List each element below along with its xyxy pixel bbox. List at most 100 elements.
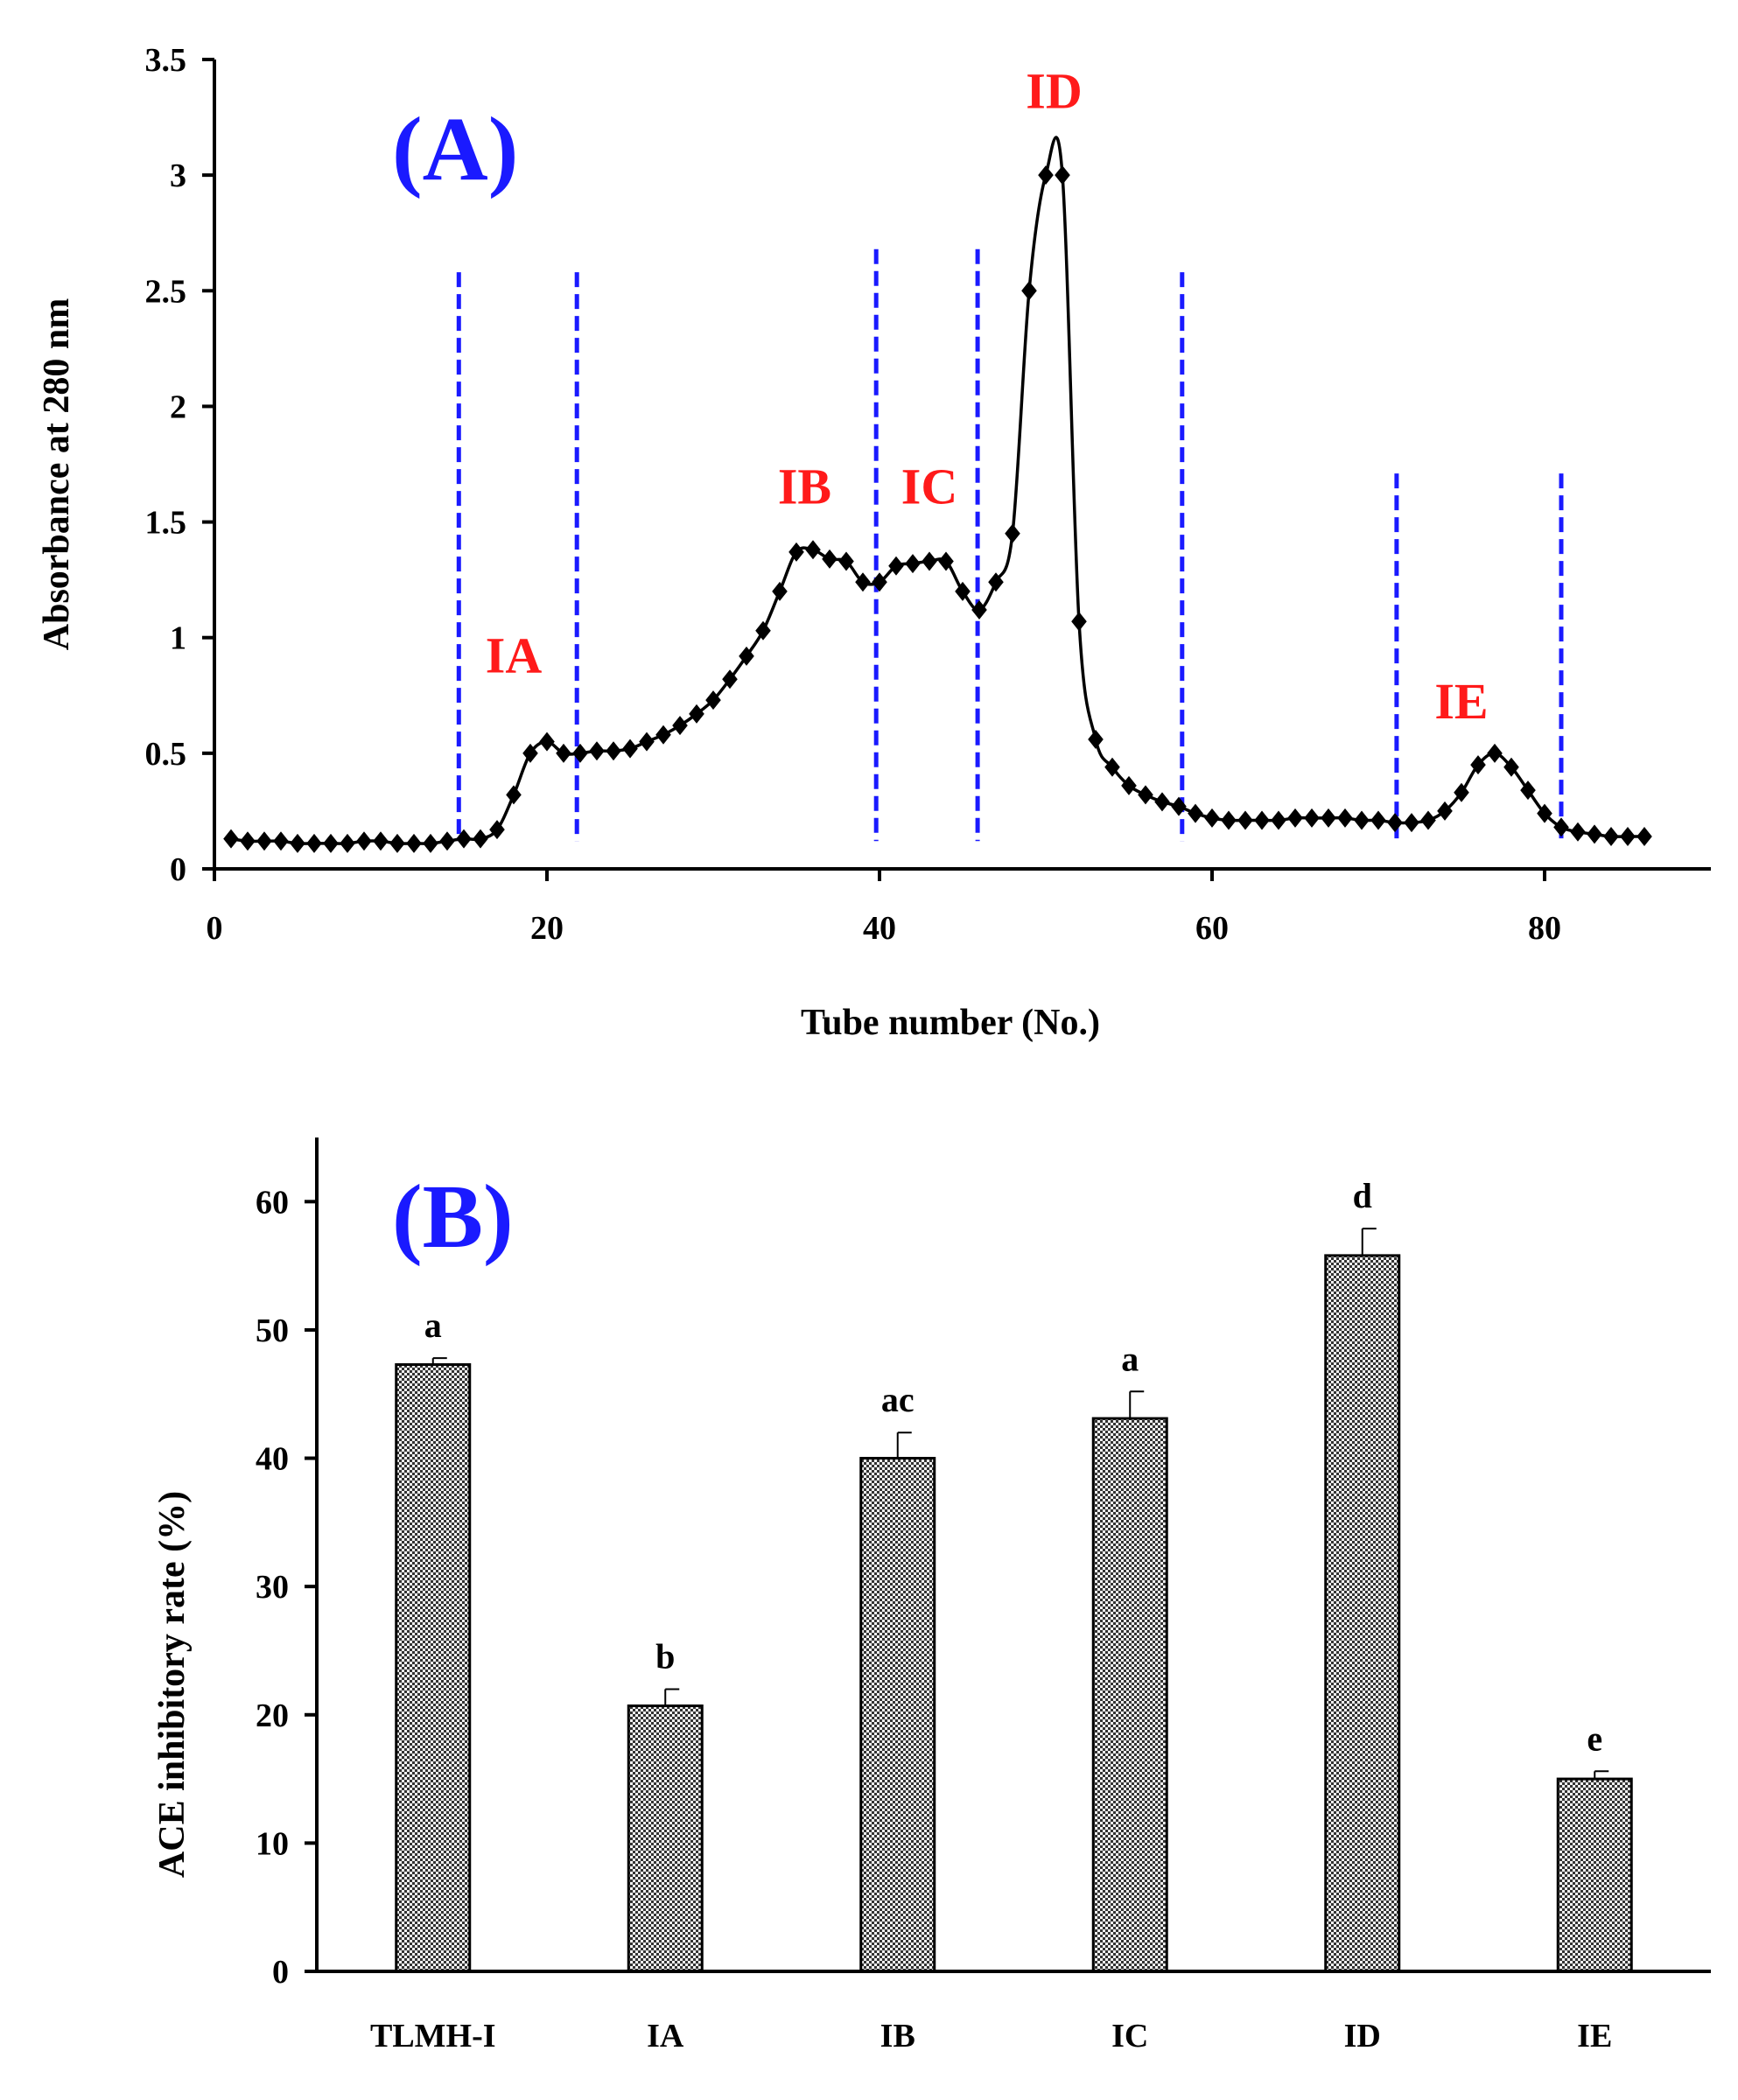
category-label-ic: IC bbox=[1111, 2018, 1148, 2054]
data-point-62 bbox=[1237, 810, 1253, 830]
data-point-38 bbox=[838, 551, 854, 571]
panel-b-y-axis-title: ACE inhibitory rate (%) bbox=[152, 1491, 193, 1878]
data-point-5 bbox=[290, 833, 305, 853]
fraction-label-id: ID bbox=[1026, 63, 1082, 120]
data-point-71 bbox=[1387, 813, 1403, 833]
data-point-76 bbox=[1470, 755, 1486, 775]
data-point-3 bbox=[256, 831, 272, 851]
panel-b-y-tick-label: 20 bbox=[256, 1698, 289, 1734]
significance-label-ia: b bbox=[655, 1636, 675, 1676]
data-point-39 bbox=[855, 572, 871, 592]
data-point-32 bbox=[739, 646, 754, 666]
data-point-49 bbox=[1021, 281, 1037, 301]
data-point-67 bbox=[1321, 808, 1336, 828]
data-point-85 bbox=[1620, 827, 1636, 846]
panel-b-y-tick-label: 30 bbox=[256, 1569, 289, 1606]
data-point-28 bbox=[672, 716, 688, 736]
data-point-41 bbox=[888, 556, 904, 576]
panel-a-y-tick-label: 1.5 bbox=[145, 505, 187, 542]
data-point-86 bbox=[1636, 827, 1652, 846]
panel-b-axes: 0 10 20 30 40 50 60 bbox=[256, 1138, 1711, 1991]
panel-a-y-tick-label: 3 bbox=[170, 158, 186, 194]
data-point-68 bbox=[1337, 808, 1353, 828]
data-point-6 bbox=[306, 833, 322, 853]
data-point-48 bbox=[1005, 523, 1020, 543]
fraction-label-ic: IC bbox=[901, 458, 957, 514]
panel-b-label: (B) bbox=[392, 1166, 514, 1267]
panel-b-y-tick-label: 0 bbox=[272, 1954, 289, 1991]
significance-label-ic: a bbox=[1121, 1339, 1139, 1378]
fraction-labels: IA IB IC ID IE bbox=[486, 63, 1489, 731]
bar-ic bbox=[1091, 1417, 1168, 1973]
panel-a-chromatogram: (A) 0 0.5 1 1.5 2 2.5 3 3.5 0 20 40 60 80 IA IB IC ID IE… bbox=[37, 42, 1711, 1043]
data-point-73 bbox=[1420, 810, 1436, 830]
data-point-20 bbox=[539, 732, 555, 752]
data-point-7 bbox=[323, 833, 339, 853]
panel-a-x-tick-label: 40 bbox=[863, 910, 896, 947]
data-point-26 bbox=[639, 732, 655, 752]
data-point-58 bbox=[1171, 796, 1187, 816]
panel-a-y-tick-label: 2 bbox=[170, 388, 186, 425]
data-point-43 bbox=[922, 551, 937, 571]
fraction-label-ia: IA bbox=[486, 626, 543, 683]
absorbance-series bbox=[223, 136, 1652, 853]
data-point-27 bbox=[655, 724, 671, 745]
data-point-35 bbox=[788, 542, 804, 562]
panel-a-y-tick-label: 2.5 bbox=[145, 273, 187, 310]
data-point-45 bbox=[955, 581, 971, 601]
panel-b-y-tick-label: 10 bbox=[256, 1825, 289, 1862]
data-point-56 bbox=[1138, 785, 1153, 805]
data-point-83 bbox=[1587, 824, 1602, 844]
data-point-47 bbox=[988, 572, 1004, 592]
panel-a-y-tick-label: 0.5 bbox=[145, 736, 187, 773]
data-point-22 bbox=[572, 743, 588, 763]
significance-label-ie: e bbox=[1587, 1718, 1602, 1758]
data-point-29 bbox=[689, 704, 704, 724]
data-point-16 bbox=[473, 829, 488, 849]
data-point-19 bbox=[522, 743, 538, 763]
bar-id bbox=[1324, 1254, 1401, 1973]
data-point-75 bbox=[1454, 782, 1469, 802]
ace-bars: a TLMH-I b IA ac IB a IC d ID e IE bbox=[370, 1176, 1633, 2054]
significance-label-id: d bbox=[1353, 1176, 1372, 1215]
category-label-tlmh-i: TLMH-I bbox=[370, 2018, 496, 2054]
data-point-79 bbox=[1520, 780, 1536, 801]
panel-b-y-tick-label: 40 bbox=[256, 1441, 289, 1478]
significance-label-ib: ac bbox=[881, 1380, 915, 1419]
panel-a-label: (A) bbox=[392, 99, 518, 200]
data-point-40 bbox=[872, 572, 887, 592]
data-point-52 bbox=[1071, 612, 1087, 632]
data-point-54 bbox=[1104, 757, 1120, 777]
fraction-divider-lines bbox=[456, 248, 1564, 842]
data-point-36 bbox=[805, 540, 821, 560]
data-point-23 bbox=[589, 741, 605, 761]
data-point-65 bbox=[1287, 808, 1303, 828]
data-point-33 bbox=[755, 620, 771, 640]
data-point-64 bbox=[1271, 810, 1286, 830]
bar-ib bbox=[859, 1457, 936, 1973]
data-point-24 bbox=[606, 741, 621, 761]
data-point-70 bbox=[1370, 810, 1386, 830]
data-point-51 bbox=[1055, 165, 1070, 186]
data-point-14 bbox=[439, 831, 455, 851]
data-point-17 bbox=[489, 820, 505, 840]
panel-a-x-tick-label: 80 bbox=[1528, 910, 1561, 947]
data-point-55 bbox=[1121, 775, 1137, 795]
data-point-11 bbox=[389, 833, 405, 853]
data-point-4 bbox=[273, 831, 289, 851]
data-point-37 bbox=[822, 549, 837, 569]
panel-a-y-tick-label: 1 bbox=[170, 620, 186, 657]
data-point-78 bbox=[1503, 757, 1519, 777]
data-point-72 bbox=[1404, 813, 1419, 833]
panel-a-y-tick-label: 0 bbox=[170, 851, 186, 888]
category-label-ia: IA bbox=[647, 2018, 684, 2054]
data-point-18 bbox=[506, 785, 522, 805]
data-point-53 bbox=[1088, 730, 1104, 749]
data-point-66 bbox=[1304, 808, 1320, 828]
category-label-ie: IE bbox=[1577, 2018, 1612, 2054]
data-point-2 bbox=[240, 831, 256, 851]
data-point-59 bbox=[1188, 803, 1203, 823]
data-point-60 bbox=[1204, 808, 1220, 828]
fraction-label-ib: IB bbox=[778, 458, 831, 514]
data-point-74 bbox=[1437, 801, 1453, 821]
